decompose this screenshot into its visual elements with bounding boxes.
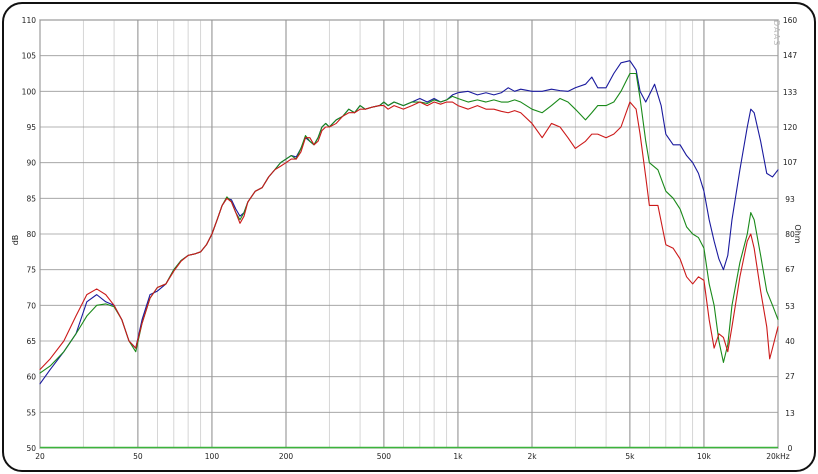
x-tick-label: 50	[133, 452, 143, 461]
y-tick-label: 90	[26, 159, 36, 168]
x-tick-label: 100	[205, 452, 220, 461]
watermark: DAAS	[772, 20, 781, 46]
y-tick-label: 55	[26, 408, 36, 417]
y2-tick-label: 160	[783, 16, 798, 25]
y2-tick-label: 13	[785, 409, 795, 418]
y-tick-label: 60	[26, 373, 36, 382]
frequency-response-chart: 20 50 100 200 500 1k 2k 5k 10k 20kHz 505560657075…	[11, 16, 802, 461]
y2-tick-label: 107	[783, 158, 798, 167]
y2-tick-labels: 0 13 27 40 53 67 80 93 107 120 133 147 160	[783, 16, 798, 453]
x-tick-label: 10k	[697, 452, 712, 461]
y2-tick-label: 147	[783, 51, 798, 60]
y-tick-labels: 50 55 60 65 70 75 80 85 90 95 100 105 110	[22, 16, 37, 453]
y2-tick-label: 27	[785, 372, 795, 381]
y2-tick-label: 80	[785, 230, 795, 239]
y2-tick-label: 93	[785, 195, 795, 204]
y2-tick-label: 133	[783, 88, 798, 97]
y-tick-label: 95	[26, 123, 36, 132]
y-tick-label: 110	[22, 16, 37, 25]
y2-tick-label: 0	[788, 444, 793, 453]
y2-tick-label: 67	[785, 265, 795, 274]
y-tick-label: 75	[26, 266, 36, 275]
series-layer	[39, 60, 779, 385]
x-tick-label: 20	[35, 452, 45, 461]
x-tick-label: 2k	[527, 452, 537, 461]
x-tick-label: 1k	[453, 452, 463, 461]
y2-tick-label: 120	[783, 123, 798, 132]
y-tick-label: 105	[22, 52, 37, 61]
y-tick-label: 85	[26, 194, 36, 203]
y2-tick-label: 40	[785, 337, 795, 346]
y-tick-label: 70	[26, 301, 36, 310]
y-tick-label: 50	[26, 444, 36, 453]
y-tick-label: 100	[22, 87, 37, 96]
x-tick-label: 200	[279, 452, 294, 461]
y-tick-label: 80	[26, 230, 36, 239]
x-tick-label: 500	[377, 452, 392, 461]
x-tick-labels: 20 50 100 200 500 1k 2k 5k 10k 20kHz	[35, 452, 790, 461]
x-tick-label: 5k	[625, 452, 635, 461]
y2-tick-label: 53	[785, 302, 795, 311]
y-axis-title: dB	[11, 235, 20, 246]
y-tick-label: 65	[26, 337, 36, 346]
x-tick-label: 20kHz	[766, 452, 790, 461]
series-line-3	[39, 101, 779, 371]
major-grid	[39, 19, 779, 449]
y2-axis-title: Ohm	[793, 224, 802, 243]
